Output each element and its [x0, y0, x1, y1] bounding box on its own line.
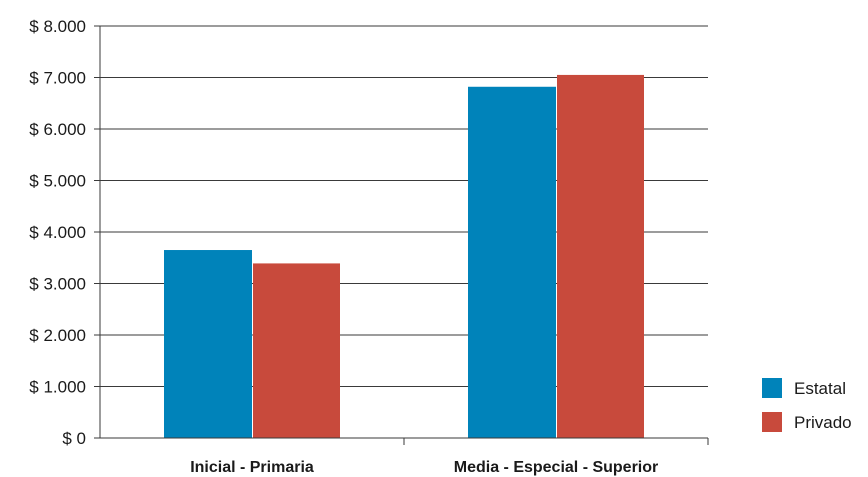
legend: Estatal Privado	[762, 378, 852, 432]
y-tick-label: $ 1.000	[29, 378, 86, 397]
bar-estatal-2	[468, 86, 556, 439]
y-tick-label: $ 0	[62, 429, 86, 448]
y-tick-label: $ 6.000	[29, 120, 86, 139]
y-tick-label: $ 7.000	[29, 69, 86, 88]
y-tick-label: $ 8.000	[29, 17, 86, 36]
y-tick-label: $ 5.000	[29, 172, 86, 191]
legend-swatch-estatal	[762, 378, 782, 398]
x-axis-categories: Inicial - Primaria Media - Especial - Sup…	[190, 459, 658, 476]
y-tick-label: $ 4.000	[29, 223, 86, 242]
y-axis-ticks: $ 0 $ 1.000 $ 2.000 $ 3.000 $ 4.000 $ 5.000 $ …	[29, 17, 100, 448]
x-category-label: Inicial - Primaria	[190, 459, 314, 476]
x-category-label: Media - Especial - Superior	[454, 459, 659, 476]
legend-label-estatal: Estatal	[794, 379, 846, 398]
bar-estatal-1	[164, 250, 252, 438]
bar-privado-2	[557, 74, 644, 439]
legend-swatch-privado	[762, 412, 782, 432]
y-tick-label: $ 3.000	[29, 275, 86, 294]
bar-privado-1	[253, 263, 340, 438]
y-tick-label: $ 2.000	[29, 326, 86, 345]
legend-label-privado: Privado	[794, 413, 852, 432]
bars	[164, 74, 644, 439]
